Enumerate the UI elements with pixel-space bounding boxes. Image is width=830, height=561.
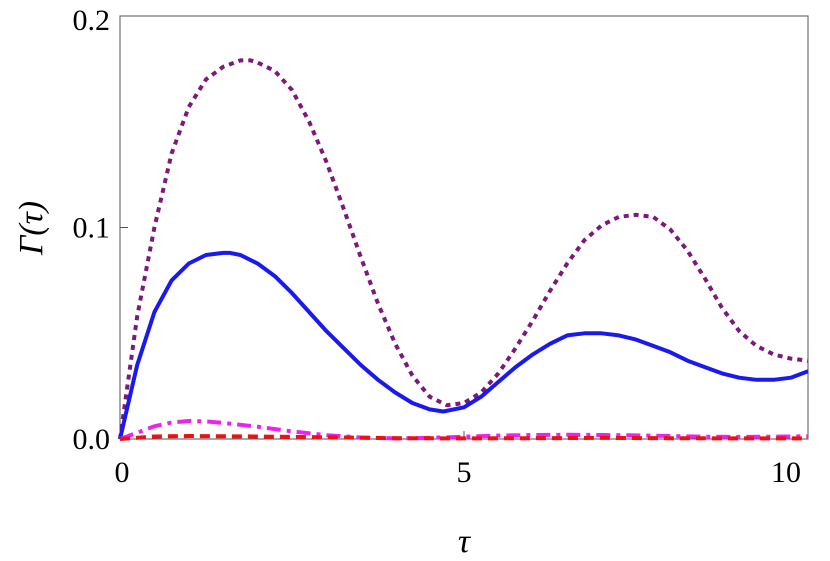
x-axis-label: τ [458, 523, 472, 560]
x-tick-label: 0 [115, 456, 130, 489]
plot-frame [119, 15, 809, 440]
y-tick-label: 0.1 [73, 212, 111, 245]
y-tick-label: 0.2 [73, 4, 111, 37]
series-line-dash-dot [119, 419, 809, 441]
axis-ticks [119, 15, 809, 440]
series-line-dotted [118, 58, 809, 440]
x-tick-label: 5 [457, 456, 472, 489]
tick-labels: 0 5 10 0.0 0.1 0.2 [73, 4, 802, 489]
x-tick-label: 10 [771, 456, 801, 489]
y-axis-label: Γ(τ) [13, 201, 50, 256]
series-line-dashed [119, 434, 808, 441]
series-line-solid [118, 250, 809, 440]
y-tick-label: 0.0 [73, 423, 111, 456]
series-group [118, 58, 809, 441]
